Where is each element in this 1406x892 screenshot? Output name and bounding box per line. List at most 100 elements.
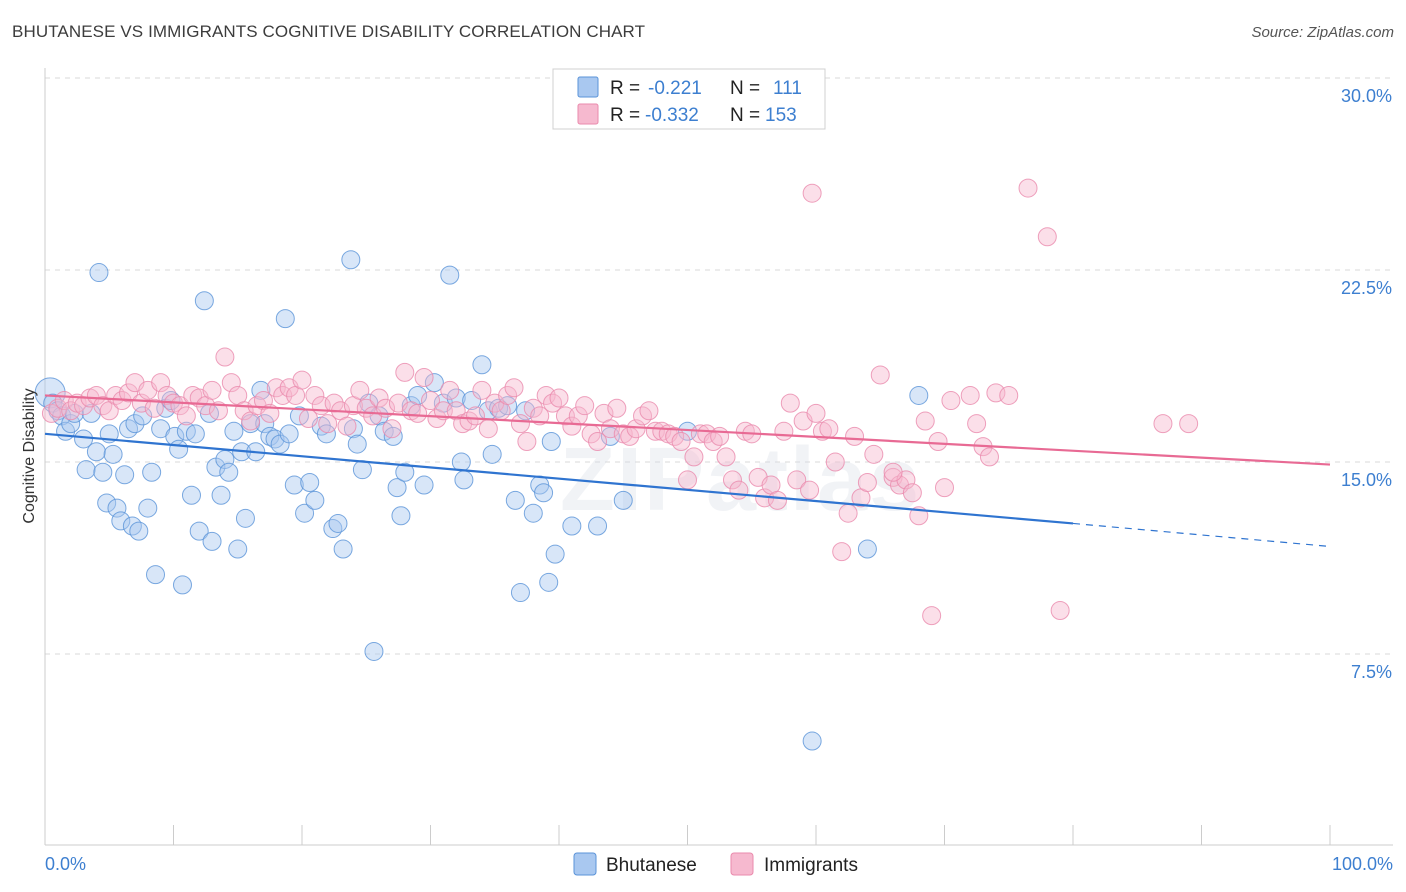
immigrants-point [324, 393, 344, 413]
immigrants-point [459, 411, 479, 431]
bhutanese-point [34, 377, 66, 409]
immigrants-point [1050, 600, 1070, 620]
immigrants-point [960, 385, 980, 405]
immigrants-point [780, 393, 800, 413]
bottom-legend-swatch-immigrants [730, 852, 754, 876]
bhutanese-point [279, 424, 299, 444]
legend-r-label: R = [610, 78, 640, 99]
bhutanese-point [472, 355, 492, 375]
bhutanese-point [364, 641, 384, 661]
immigrants-point [935, 478, 954, 498]
immigrants-point [915, 411, 935, 431]
immigrants-point [588, 432, 608, 452]
immigrants-point [421, 391, 440, 411]
bottom-legend-label-immigrants: Immigrants [764, 855, 858, 876]
immigrants-point [857, 472, 877, 492]
bhutanese-point [316, 424, 336, 444]
bhutanese-point [93, 462, 113, 482]
legend-n-label: N = [730, 105, 760, 126]
bhutanese-point [275, 309, 295, 329]
immigrants-point [1179, 414, 1199, 434]
bhutanese-point [534, 483, 554, 503]
legend-n-value: 111 [773, 78, 802, 99]
immigrants-points [41, 178, 1199, 626]
immigrants-point [671, 432, 691, 452]
bhutanese-point [451, 452, 471, 472]
bhutanese-point [255, 414, 275, 434]
immigrants-point [787, 470, 807, 490]
immigrants-point [208, 401, 228, 421]
bhutanese-point [333, 539, 353, 559]
bhutanese-point [284, 475, 304, 495]
immigrants-point [41, 403, 61, 423]
bhutanese-point [440, 265, 460, 285]
bhutanese-point [172, 575, 192, 595]
x-tick-label: 100.0% [1332, 854, 1393, 874]
y-tick-label: 7.5% [1351, 662, 1392, 682]
immigrants-point [922, 606, 942, 626]
legend-r-label: R = [610, 105, 640, 126]
immigrants-point [157, 385, 177, 405]
legend-r-value: -0.332 [645, 105, 699, 126]
immigrants-point [93, 396, 113, 416]
immigrants-point [504, 378, 524, 398]
bhutanese-point [107, 498, 127, 518]
immigrants-point [999, 385, 1019, 405]
bhutanese-point [352, 460, 372, 480]
bhutanese-point [86, 442, 106, 462]
chart-title: BHUTANESE VS IMMIGRANTS COGNITIVE DISABI… [12, 22, 646, 41]
immigrants-point [845, 426, 865, 446]
x-tick-labels: 0.0% 100.0% [45, 854, 1393, 874]
bhutanese-point [383, 426, 403, 446]
immigrants-point [472, 380, 492, 400]
bhutanese-point [562, 516, 582, 536]
bhutanese-point [374, 421, 394, 441]
immigrants-point [86, 385, 106, 405]
immigrants-point [967, 414, 987, 434]
bottom-legend: Bhutanese Immigrants [573, 852, 858, 876]
immigrants-point [427, 408, 447, 428]
immigrants-point [639, 401, 659, 421]
immigrants-point [774, 421, 794, 441]
legend-n-label: N = [730, 78, 760, 99]
bhutanese-point [228, 539, 248, 559]
bhutanese-point [219, 462, 239, 482]
immigrants-point [729, 480, 749, 500]
bhutanese-point [395, 462, 415, 482]
bhutanese-point [505, 490, 525, 510]
immigrants-point [215, 347, 235, 367]
trend-lines [44, 394, 1331, 548]
bhutanese-point [103, 444, 123, 464]
bhutanese-point [341, 250, 361, 270]
immigrants-point [1037, 227, 1057, 247]
bhutanese-point [202, 531, 222, 551]
immigrants-point [703, 432, 723, 452]
immigrants-point [941, 391, 961, 411]
immigrants-point [202, 380, 222, 400]
bhutanese-point [414, 475, 434, 495]
immigrants-point [716, 447, 736, 467]
bhutanese-point [328, 513, 348, 533]
bhutanese-point [588, 516, 608, 536]
y-tick-labels: 7.5% 15.0% 22.5% 30.0% [1341, 86, 1392, 682]
immigrants-point [684, 447, 704, 467]
immigrants-point [575, 396, 595, 416]
bhutanese-point [305, 490, 325, 510]
bhutanese-point [260, 426, 280, 446]
bhutanese-point [545, 544, 565, 564]
immigrants-point [864, 444, 884, 464]
immigrants-point [1153, 414, 1173, 434]
bhutanese-point [185, 424, 205, 444]
immigrants-point [408, 403, 428, 423]
axes [44, 68, 1393, 846]
immigrants-point [543, 393, 563, 413]
immigrants-trend-line [44, 394, 1331, 466]
immigrants-point [292, 370, 312, 390]
immigrants-point [440, 380, 460, 400]
immigrants-point [979, 447, 999, 467]
bhutanese-point [387, 478, 407, 498]
immigrants-point [119, 383, 139, 403]
bhutanese-point [97, 493, 117, 513]
bhutanese-point [115, 465, 135, 485]
bhutanese-point [482, 444, 502, 464]
